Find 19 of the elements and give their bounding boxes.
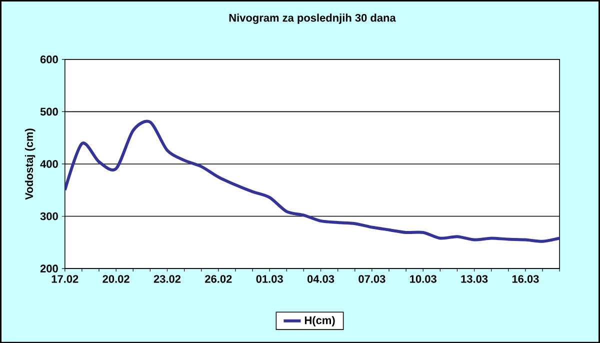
y-tick-label: 400 — [40, 160, 58, 168]
x-tick-label: 01.03 — [256, 274, 283, 283]
legend-label: H(cm) — [304, 316, 335, 326]
x-tick-label: 20.02 — [102, 274, 130, 283]
x-tick-label: 07.03 — [358, 274, 386, 283]
x-tick-label: 10.03 — [410, 274, 436, 283]
y-axis-title: Vodostaj (cm) — [24, 128, 36, 200]
x-tick-label: 16.03 — [512, 274, 539, 283]
x-tick-label: 04.03 — [307, 274, 334, 283]
line-series — [64, 120, 560, 243]
x-tick-label: 23.02 — [154, 274, 181, 283]
x-tick-label: 26.02 — [205, 274, 232, 283]
chart-title: Nivogram za poslednjih 30 dana — [229, 13, 396, 24]
y-tick-label: 200 — [40, 264, 58, 272]
x-tick-label: 17.02 — [52, 274, 78, 283]
y-tick-label: 500 — [40, 108, 58, 116]
x-tick-label: 13.03 — [461, 274, 488, 283]
y-tick-label: 300 — [40, 212, 58, 220]
y-tick-label: 600 — [40, 55, 58, 64]
